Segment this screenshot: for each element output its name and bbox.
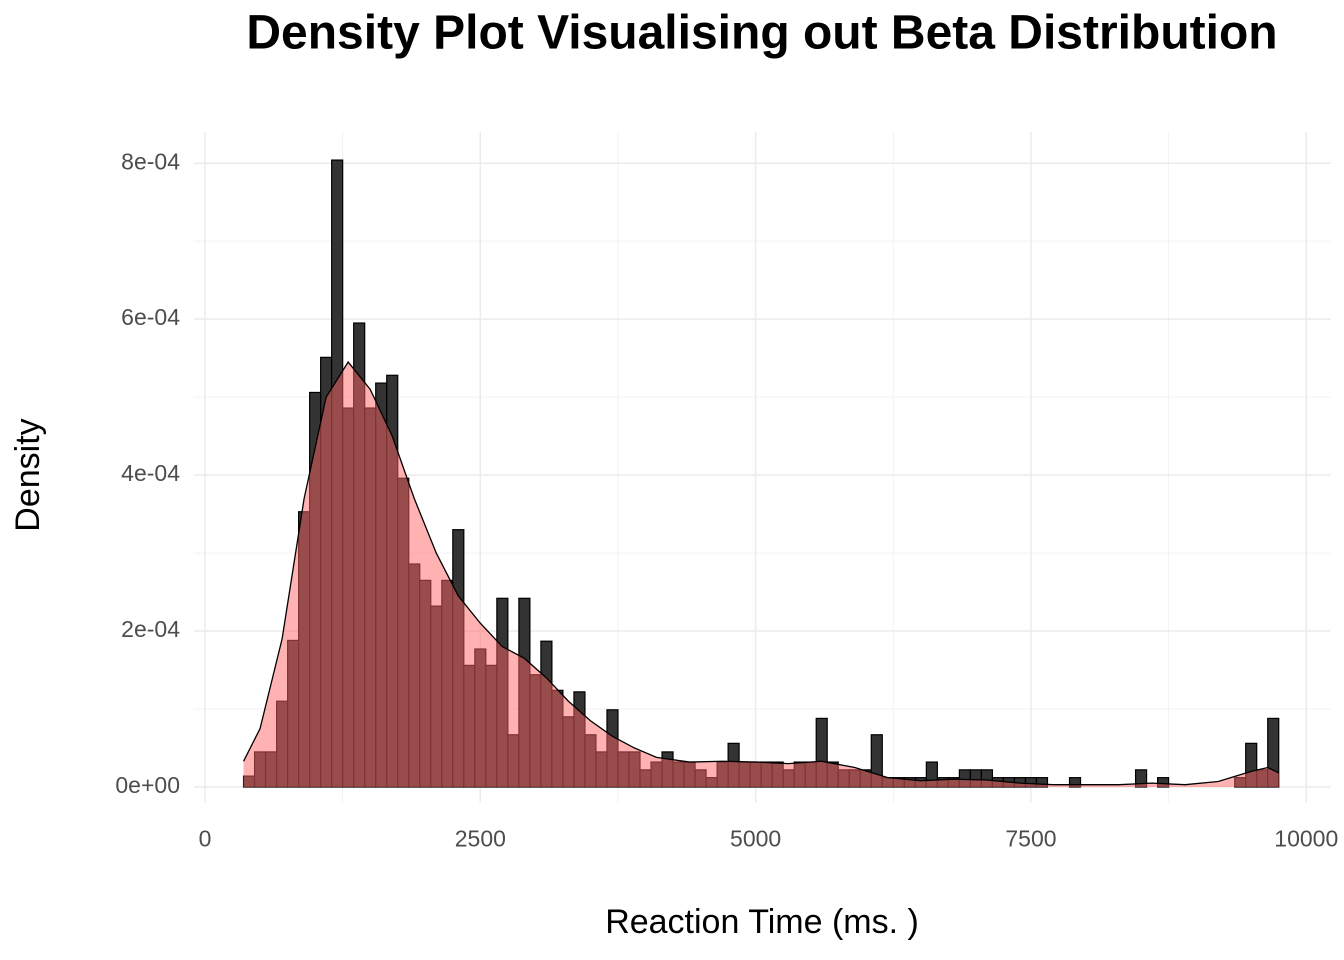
density-area bbox=[243, 362, 1279, 788]
chart-title: Density Plot Visualising out Beta Distri… bbox=[246, 7, 1277, 60]
y-tick-label: 8e-04 bbox=[121, 148, 180, 174]
y-tick-label: 0e+00 bbox=[115, 772, 180, 798]
x-tick-label: 10000 bbox=[1274, 826, 1338, 852]
y-tick-label: 6e-04 bbox=[121, 304, 180, 330]
y-tick-label: 2e-04 bbox=[121, 616, 180, 642]
y-tick-label: 4e-04 bbox=[121, 460, 180, 486]
y-axis-title: Density bbox=[9, 418, 47, 531]
x-tick-label: 2500 bbox=[455, 826, 506, 852]
histogram-bar bbox=[870, 734, 883, 788]
histogram-bar bbox=[1157, 777, 1170, 788]
x-tick-label: 7500 bbox=[1005, 826, 1056, 852]
histogram-bar bbox=[1035, 777, 1049, 788]
histogram-bar bbox=[1068, 777, 1082, 788]
x-tick-label: 5000 bbox=[730, 826, 781, 852]
x-tick-label: 0 bbox=[199, 826, 212, 852]
density-line bbox=[242, 360, 1280, 786]
histogram-bar bbox=[1134, 769, 1148, 788]
x-axis-title: Reaction Time (ms. ) bbox=[605, 903, 919, 941]
